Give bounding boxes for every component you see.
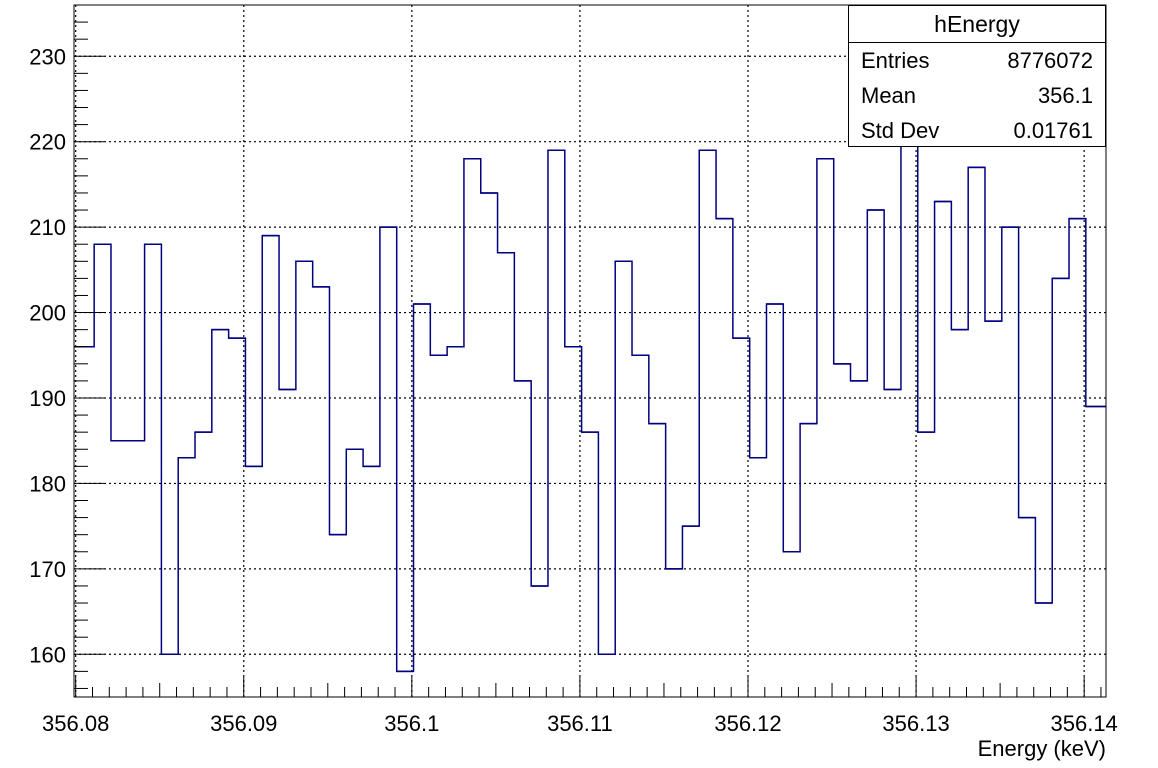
stats-label: Entries: [861, 48, 930, 73]
y-tick-label: 220: [29, 130, 66, 155]
x-tick-label: 356.08: [42, 711, 109, 736]
stats-row-entries: Entries 8776072: [849, 43, 1105, 78]
y-tick-label: 190: [29, 386, 66, 411]
stats-label: Mean: [861, 83, 917, 108]
histogram-outline: [74, 5, 1106, 673]
y-tick-label: 180: [29, 471, 66, 496]
x-tick-label: 356.1: [384, 711, 439, 736]
stats-value: 356.1: [1037, 83, 1093, 108]
x-tick-label: 356.11: [547, 711, 613, 736]
stats-box: hEnergy Entries 8776072 Mean 356.1 Std D…: [848, 5, 1106, 147]
y-tick-label: 160: [29, 642, 66, 667]
stats-title: hEnergy: [849, 6, 1105, 43]
y-tick-label: 200: [29, 301, 66, 326]
axes: 356.08 356.09 356.1 356.11 356.12 356.13 356.1…: [29, 4, 1118, 736]
x-axis-label: Energy (keV): [977, 736, 1106, 761]
stats-value: 0.01761: [1013, 118, 1093, 143]
stats-label: Std Dev: [861, 118, 940, 143]
histogram-series: [74, 5, 1106, 673]
x-tick-label: 356.13: [882, 711, 949, 736]
x-tick-label: 356.12: [714, 711, 781, 736]
stats-row-stddev: Std Dev 0.01761: [849, 113, 1105, 148]
y-tick-label: 230: [29, 44, 66, 69]
x-tick-label: 356.09: [210, 711, 277, 736]
x-tick-label: 356.14: [1051, 711, 1118, 736]
plot-frame: [73, 4, 1107, 698]
y-tick-label: 170: [29, 557, 66, 582]
stats-value: 8776072: [1007, 48, 1093, 73]
stats-row-mean: Mean 356.1: [849, 78, 1105, 113]
y-tick-label: 210: [29, 215, 66, 240]
